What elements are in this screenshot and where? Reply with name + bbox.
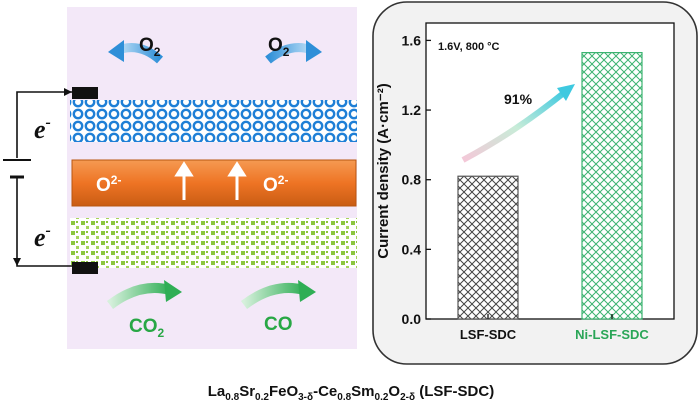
o2-arrow-right-head bbox=[306, 40, 322, 62]
bar-ni-lsf-sdc bbox=[581, 51, 643, 320]
co2-arrow bbox=[106, 282, 172, 310]
o2-arrow-left-head bbox=[108, 40, 124, 62]
anode-layer bbox=[70, 100, 357, 142]
figure-caption: La0.8Sr0.2FeO3-δ-Ce0.8Sm0.2O2-δ (LSF-SDC… bbox=[208, 383, 494, 403]
bar-lsf-sdc bbox=[457, 175, 519, 320]
co-label: CO bbox=[264, 314, 293, 335]
o2-label-right: O2 bbox=[268, 35, 290, 59]
co2-arrow-head bbox=[164, 280, 182, 302]
circuit-arrow-bottom bbox=[13, 258, 21, 266]
y-axis-label: Current density (A·cm⁻²) bbox=[375, 83, 392, 258]
y-tick-label: 0.0 bbox=[402, 311, 422, 327]
circuit-arrow-top bbox=[64, 88, 72, 96]
bottom-electrode-tab bbox=[72, 262, 98, 274]
ion-label-left: O2- bbox=[96, 173, 121, 196]
y-tick-label: 1.6 bbox=[402, 32, 422, 48]
o2-label-left: O2 bbox=[139, 35, 161, 59]
improvement-label: 91% bbox=[504, 91, 533, 107]
co-arrow bbox=[240, 282, 306, 310]
x-tick-label: Ni-LSF-SDC bbox=[575, 327, 649, 342]
chart-layer: 0.0 0.4 0.8 1.2 1.6 LSF-SDC Ni-LSF-SDC bbox=[402, 32, 650, 342]
y-tick-label: 1.2 bbox=[402, 102, 422, 118]
co2-label: CO2 bbox=[129, 316, 165, 340]
condition-label: 1.6V, 800 °C bbox=[438, 41, 500, 53]
electron-label-bottom: e- bbox=[34, 222, 51, 252]
ion-arrows bbox=[174, 161, 247, 200]
co-arrow-head bbox=[298, 280, 316, 302]
improvement-arrow-head bbox=[557, 84, 575, 101]
electrolyte-layer bbox=[71, 159, 357, 207]
x-tick-label: LSF-SDC bbox=[460, 327, 517, 342]
electron-label-top: e- bbox=[34, 114, 51, 144]
y-tick-label: 0.4 bbox=[402, 241, 422, 257]
cathode-layer bbox=[70, 218, 357, 268]
y-tick-label: 0.8 bbox=[402, 172, 422, 188]
improvement-arrow bbox=[461, 89, 567, 163]
ion-label-right: O2- bbox=[263, 173, 288, 196]
top-electrode-tab bbox=[72, 87, 98, 99]
